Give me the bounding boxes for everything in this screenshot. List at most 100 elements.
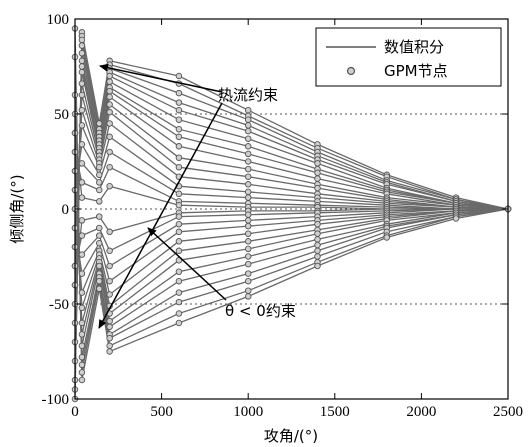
annotation-heat-flux: 热流约束: [98, 63, 278, 329]
y-tick-label: 50: [54, 107, 69, 123]
series-line: [74, 113, 509, 358]
gpm-node: [106, 323, 113, 331]
gpm-node: [244, 181, 252, 188]
gpm-node: [78, 122, 86, 129]
y-tick-label: -100: [42, 392, 70, 408]
gpm-node: [244, 293, 252, 300]
gpm-node: [106, 348, 113, 355]
gpm-node: [175, 116, 183, 123]
gpm-node: [175, 190, 183, 198]
gpm-node: [78, 141, 86, 148]
gpm-node: [78, 179, 86, 186]
series-line: [74, 45, 509, 362]
gpm-node: [175, 163, 183, 171]
series-line: [74, 208, 509, 283]
gpm-node: [78, 319, 86, 327]
series-line: [74, 189, 509, 309]
gpm-node: [244, 270, 252, 277]
x-axis-ticks: 0 500 1000 1500 2000 2500: [71, 19, 523, 420]
gpm-node: [314, 230, 321, 237]
gpm-node: [78, 80, 86, 87]
gpm-node: [106, 87, 113, 95]
annotation-theta: θ < 0约束: [147, 227, 296, 320]
annotation-heat-flux-arrow-upper: [99, 63, 223, 93]
gpm-node: [106, 334, 113, 342]
gpm-node: [78, 106, 86, 114]
legend-label-marker: GPM节点: [384, 62, 448, 80]
series-line: [74, 208, 508, 267]
gpm-node: [244, 211, 252, 218]
annotation-theta-text: θ < 0约束: [225, 302, 296, 320]
x-axis-label: 攻角/(°): [264, 427, 318, 445]
gpm-node: [95, 163, 103, 171]
annotation-heat-flux-arrow-lower: [98, 102, 223, 329]
gpm-node: [314, 175, 321, 182]
annotation-heat-flux-text: 热流约束: [218, 86, 278, 104]
gpm-node: [106, 342, 113, 350]
series-line: [74, 151, 508, 210]
series-line: [74, 72, 509, 286]
y-axis-label: 倾侧角/(°): [8, 174, 26, 243]
gpm-node: [175, 201, 183, 209]
gpm-node: [78, 331, 86, 338]
y-tick-label: 100: [47, 12, 70, 28]
gpm-node: [78, 91, 86, 99]
gpm-node: [314, 184, 321, 192]
gpm-node: [78, 353, 86, 361]
gpm-node: [78, 251, 86, 258]
gpm-node: [95, 198, 103, 205]
gpm-node: [244, 245, 252, 253]
gpm-node: [106, 247, 113, 255]
x-tick-label: 1000: [233, 404, 263, 420]
gpm-node: [244, 165, 252, 173]
series-line: [74, 109, 509, 229]
gpm-node: [106, 262, 113, 270]
gpm-node: [175, 277, 183, 285]
gpm-node: [244, 122, 252, 129]
gpm-node: [78, 270, 86, 277]
y-axis-ticks: -100 -50 0 50 100: [42, 12, 508, 408]
gpm-node: [106, 148, 113, 156]
gpm-node: [95, 171, 103, 179]
series-line: [74, 60, 509, 324]
gpm-node: [95, 262, 103, 270]
gpm-node: [175, 289, 183, 296]
gpm-node: [175, 106, 183, 114]
gpm-node: [106, 101, 113, 108]
gpm-node: [106, 93, 113, 101]
legend-label-line: 数值积分: [384, 38, 444, 56]
gpm-node: [314, 169, 321, 177]
gpm-node: [314, 253, 321, 260]
x-tick-label: 2000: [406, 404, 436, 420]
gpm-node: [78, 289, 86, 296]
series-line: [74, 53, 509, 343]
series-line: [74, 132, 509, 346]
gpm-node: [314, 262, 321, 270]
gpm-node: [95, 120, 103, 127]
series-line: [74, 135, 509, 210]
gpm-node: [95, 224, 103, 232]
gpm-node: [175, 72, 183, 80]
gpm-node: [244, 260, 252, 268]
gpm-node: [175, 268, 183, 275]
gpm-node: [244, 106, 252, 114]
gpm-node: [175, 143, 183, 150]
gpm-node: [244, 222, 252, 230]
series-line: [74, 170, 509, 324]
gpm-node: [78, 36, 86, 44]
gpm-node: [78, 57, 86, 65]
series-lines: [74, 28, 509, 400]
gpm-node: [175, 238, 183, 245]
gpm-node: [175, 319, 183, 327]
x-tick-label: 500: [150, 404, 173, 420]
gpm-node: [175, 228, 183, 236]
gpm-node: [314, 247, 321, 255]
gpm-node: [78, 68, 86, 76]
gpm-node: [244, 230, 252, 237]
gpm-node: [244, 287, 252, 294]
gpm-node: [106, 182, 113, 190]
gpm-node: [106, 120, 113, 127]
gpm-node: [95, 232, 103, 239]
annotation-theta-arrow: [147, 227, 227, 301]
